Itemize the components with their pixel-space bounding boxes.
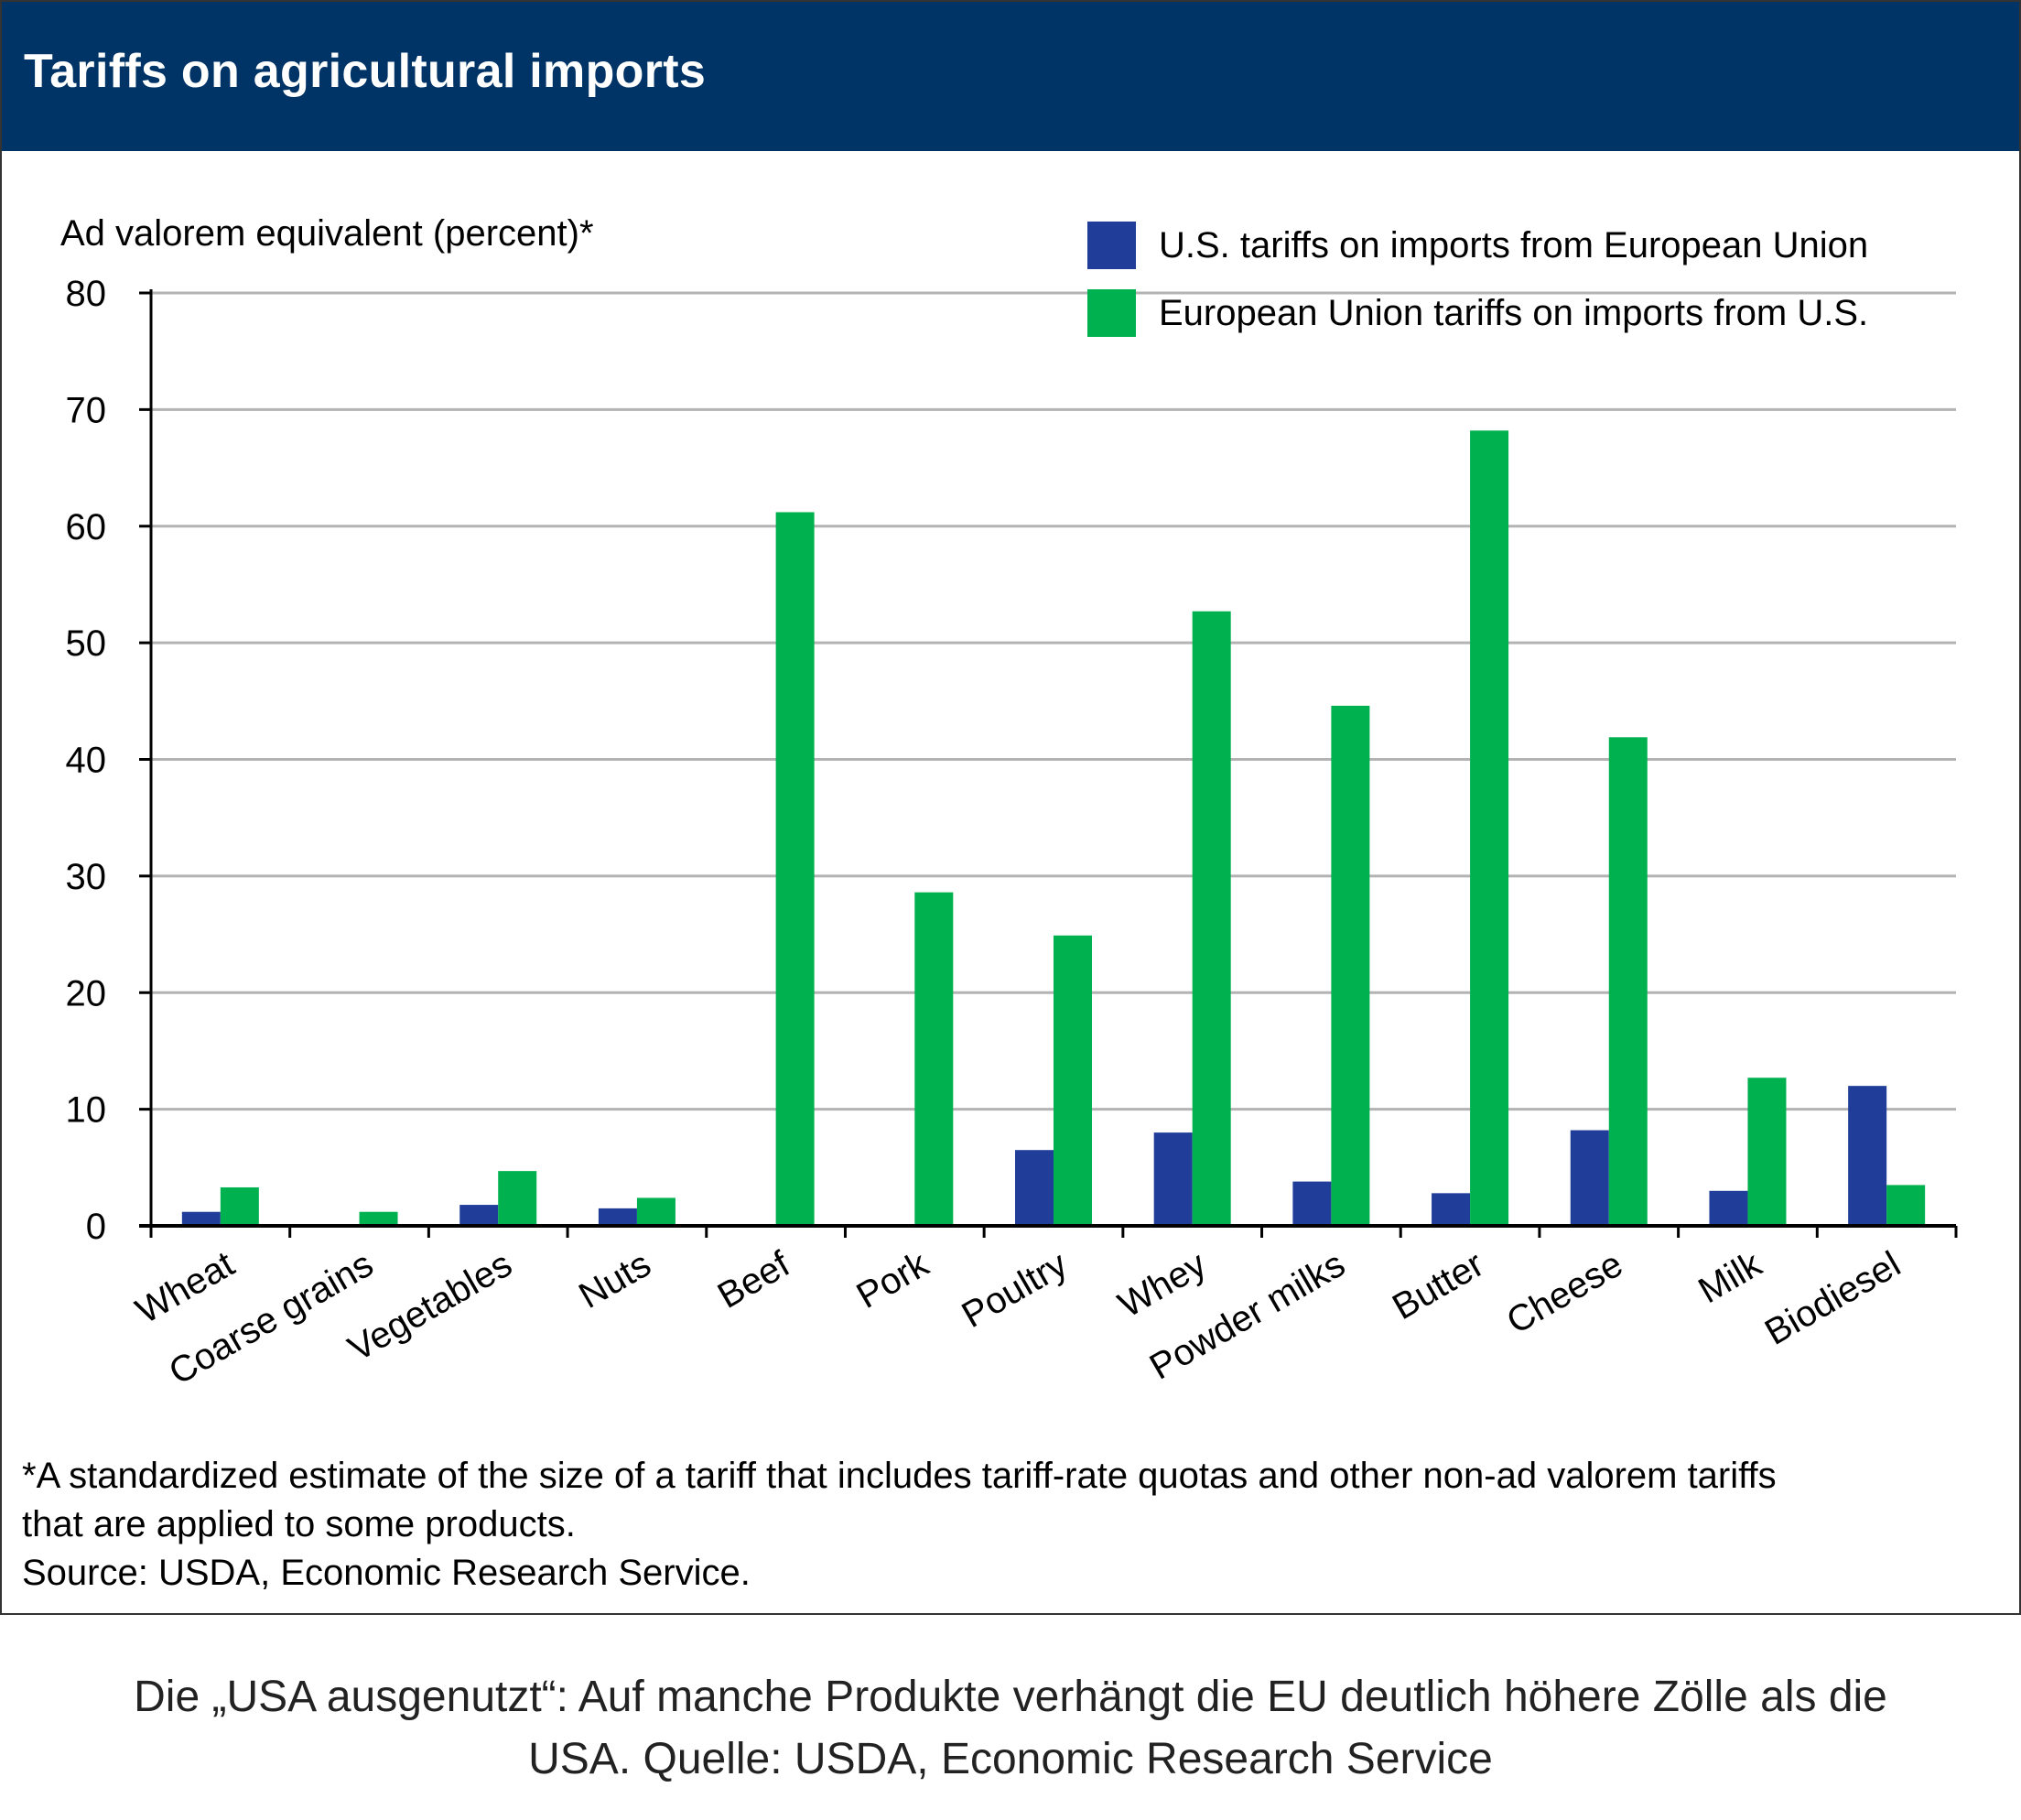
y-tick-labels: 0 10 20 30 40 50 60 70 80 <box>66 274 107 1247</box>
y-tick-label: 0 <box>86 1207 106 1247</box>
eu-tariff-bar-wheat <box>220 1186 259 1226</box>
eu-tariff-bar-coarse-grains <box>359 1211 398 1226</box>
x-tick-label: Nuts <box>572 1244 657 1316</box>
x-tick-label: Pork <box>850 1243 936 1316</box>
us-tariff-bar-whey <box>1153 1132 1193 1226</box>
x-tick-label: Milk <box>1691 1243 1768 1311</box>
bars <box>181 430 1926 1226</box>
x-tick-label: Butter <box>1386 1244 1490 1327</box>
y-tick-label: 30 <box>66 857 107 897</box>
us-tariff-bar-butter <box>1432 1193 1471 1226</box>
us-tariff-bar-vegetables <box>459 1205 499 1226</box>
eu-tariff-bar-whey <box>1192 611 1231 1226</box>
axes <box>139 289 1958 1238</box>
us-tariff-bar-poultry <box>1015 1150 1054 1226</box>
caption-line-1: Die „USA ausgenutzt“: Auf manche Produkt… <box>134 1673 1887 1721</box>
x-tick-label: Beef <box>711 1243 797 1316</box>
us-tariff-bar-powder-milks <box>1292 1181 1332 1226</box>
legend-swatch <box>1087 289 1136 337</box>
us-tariff-bar-milk <box>1709 1190 1748 1226</box>
chart-title: Tariffs on agricultural imports <box>24 45 707 98</box>
y-tick-label: 20 <box>66 973 107 1013</box>
y-tick-label: 50 <box>66 623 107 664</box>
y-tick-label: 40 <box>66 741 107 781</box>
eu-tariff-bar-biodiesel <box>1886 1185 1926 1226</box>
footnote-line-1: *A standardized estimate of the size of … <box>22 1456 1777 1496</box>
x-tick-label: Poultry <box>956 1244 1075 1336</box>
eu-tariff-bar-vegetables <box>498 1171 537 1226</box>
caption-line-2: USA. Quelle: USDA, Economic Research Ser… <box>528 1735 1493 1783</box>
y-tick-label: 60 <box>66 507 107 547</box>
legend: U.S. tariffs on imports from European Un… <box>1087 222 1868 337</box>
x-tick-label: Whey <box>1112 1244 1214 1326</box>
eu-tariff-bar-cheese <box>1608 737 1648 1226</box>
eu-tariff-bar-milk <box>1747 1078 1787 1226</box>
x-tick-label: Biodiesel <box>1758 1244 1908 1353</box>
bar-chart: Ad valorem equivalent (percent)* 0 10 20 30… <box>60 213 1958 1392</box>
title-bar: Tariffs on agricultural imports <box>2 2 2019 151</box>
y-tick-label: 70 <box>66 390 107 430</box>
eu-tariff-bar-poultry <box>1054 935 1092 1226</box>
footnote-line-2: that are applied to some products. <box>22 1504 576 1544</box>
us-tariff-bar-nuts <box>598 1208 637 1226</box>
eu-tariff-bar-butter <box>1470 430 1509 1226</box>
us-tariff-bar-biodiesel <box>1848 1086 1887 1226</box>
gridlines <box>151 291 1956 1111</box>
x-tick-label: Wheat <box>129 1244 241 1332</box>
eu-tariff-bar-beef <box>775 512 815 1226</box>
y-tick-label: 10 <box>66 1090 107 1131</box>
eu-tariff-bar-nuts <box>636 1197 675 1226</box>
legend-label: European Union tariffs on imports from U… <box>1159 293 1868 333</box>
y-axis-label: Ad valorem equivalent (percent)* <box>60 213 594 254</box>
us-tariff-bar-wheat <box>181 1211 221 1226</box>
legend-label: U.S. tariffs on imports from European Un… <box>1159 225 1868 265</box>
source-note: Source: USDA, Economic Research Service. <box>22 1553 751 1593</box>
legend-swatch <box>1087 222 1136 269</box>
eu-tariff-bar-pork <box>914 892 954 1226</box>
y-tick-label: 80 <box>66 274 107 314</box>
eu-tariff-bar-powder-milks <box>1331 705 1370 1226</box>
us-tariff-bar-cheese <box>1570 1130 1609 1226</box>
chart-frame: Tariffs on agricultural imports <box>0 0 2021 1615</box>
x-tick-label: Cheese <box>1500 1244 1629 1342</box>
